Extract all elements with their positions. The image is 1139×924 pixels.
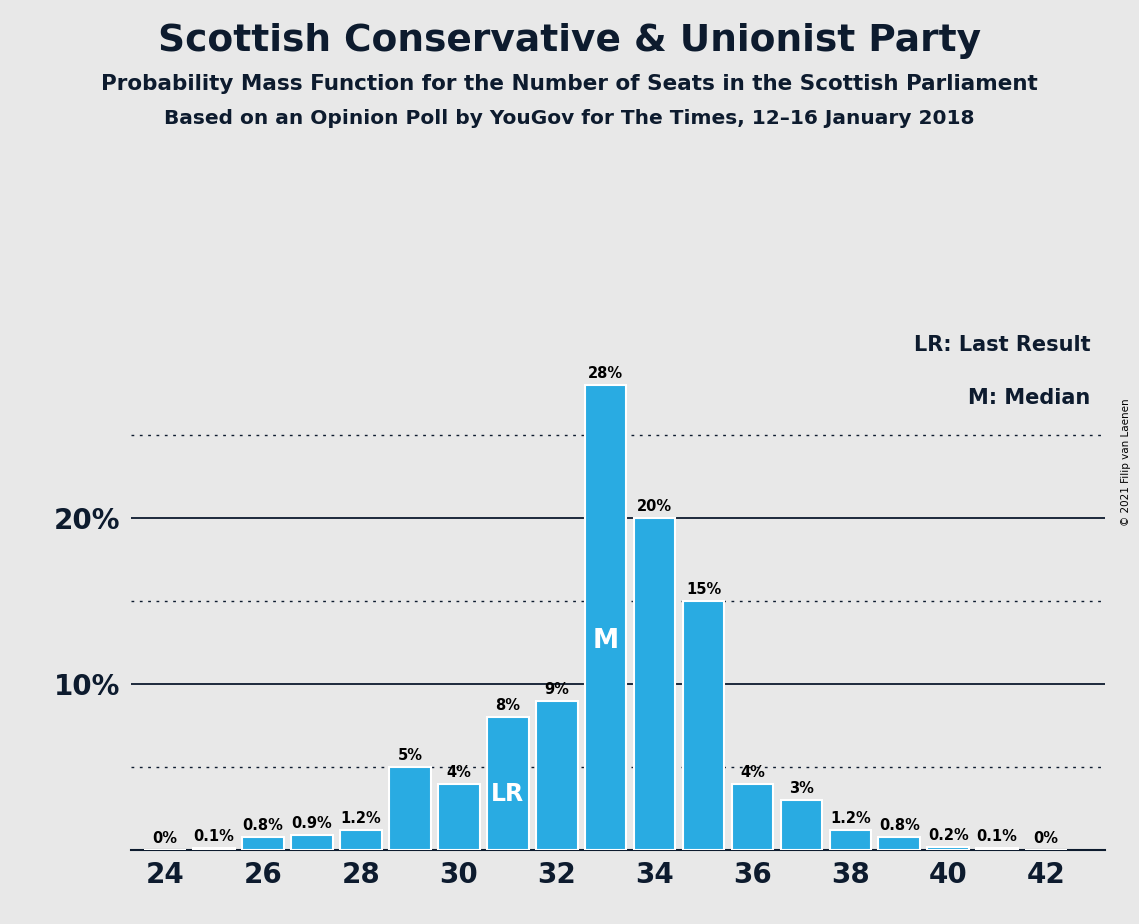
Text: 0.1%: 0.1% [977,829,1017,845]
Text: 3%: 3% [789,781,814,796]
Text: 1.2%: 1.2% [341,811,382,826]
Bar [682,601,724,850]
Text: Based on an Opinion Poll by YouGov for The Times, 12–16 January 2018: Based on an Opinion Poll by YouGov for T… [164,109,975,128]
Bar [487,717,528,850]
Text: 4%: 4% [740,764,765,780]
Text: 9%: 9% [544,682,570,697]
Bar [633,518,675,850]
Bar [536,700,577,850]
Bar [780,800,822,850]
Text: M: M [592,628,618,654]
Bar [927,846,969,850]
Text: 15%: 15% [686,582,721,597]
Text: 5%: 5% [398,748,423,763]
Text: 0%: 0% [153,831,178,846]
Text: 20%: 20% [637,499,672,514]
Bar [829,830,871,850]
Bar [878,837,920,850]
Text: 28%: 28% [588,366,623,381]
Text: 0.8%: 0.8% [879,818,919,833]
Bar [341,830,382,850]
Bar [584,385,626,850]
Text: Probability Mass Function for the Number of Seats in the Scottish Parliament: Probability Mass Function for the Number… [101,74,1038,94]
Text: 8%: 8% [495,699,521,713]
Bar [439,784,480,850]
Text: M: Median: M: Median [968,388,1090,407]
Text: LR: Last Result: LR: Last Result [913,334,1090,355]
Bar [731,784,773,850]
Text: 0.8%: 0.8% [243,818,284,833]
Text: Scottish Conservative & Unionist Party: Scottish Conservative & Unionist Party [158,23,981,59]
Text: LR: LR [491,783,524,807]
Bar [976,848,1018,850]
Text: 1.2%: 1.2% [830,811,870,826]
Bar [292,835,333,850]
Text: 0.1%: 0.1% [194,829,235,845]
Text: 0.9%: 0.9% [292,816,333,831]
Text: 4%: 4% [446,764,472,780]
Text: 0.2%: 0.2% [928,828,968,843]
Text: © 2021 Filip van Laenen: © 2021 Filip van Laenen [1121,398,1131,526]
Bar [390,767,431,850]
Bar [194,848,235,850]
Text: 0%: 0% [1033,831,1058,846]
Bar [243,837,284,850]
